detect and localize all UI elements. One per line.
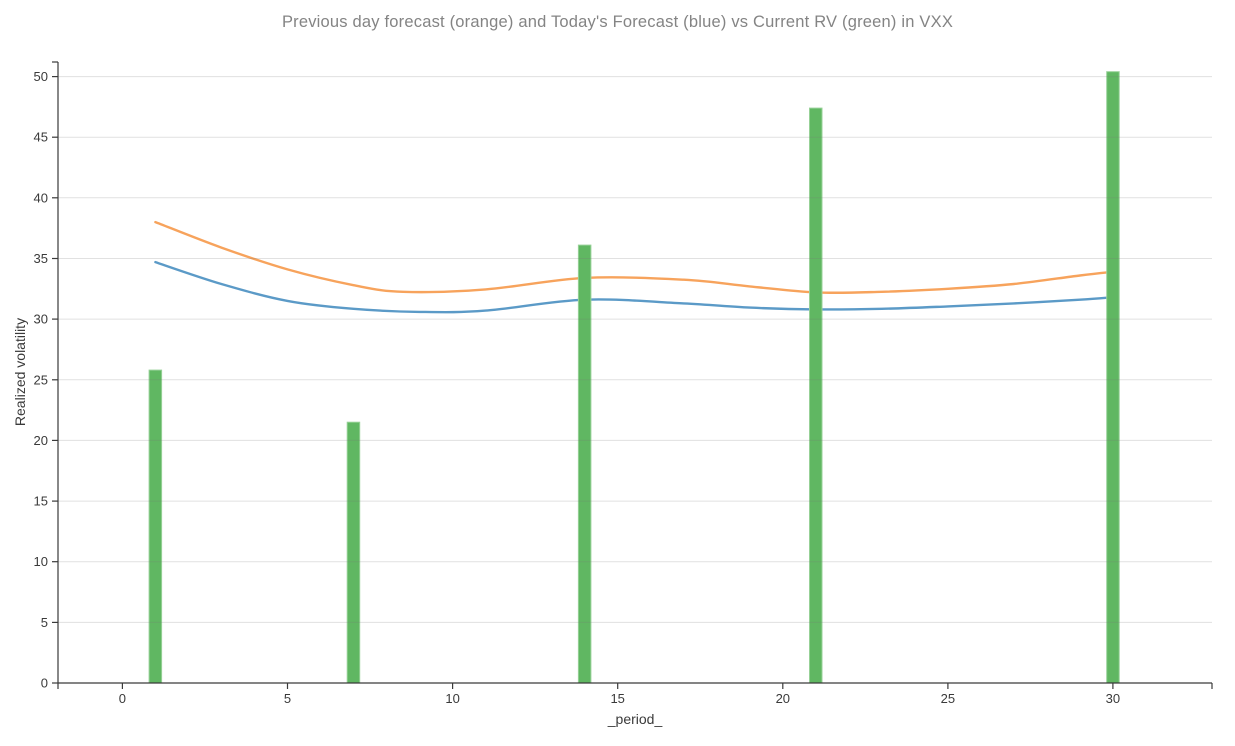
forecast-line-previous-day-forecast <box>154 220 1115 295</box>
y-tick-label: 30 <box>34 312 48 327</box>
y-tick-label: 10 <box>34 554 48 569</box>
x-axis-label: _period_ <box>607 711 663 727</box>
rv-bars-layer <box>148 71 1120 684</box>
rv-bar <box>809 107 823 684</box>
x-tick-label: 30 <box>1106 691 1120 706</box>
y-tick-label: 0 <box>41 676 48 691</box>
rv-bar <box>1106 71 1120 684</box>
x-tick-label: 0 <box>119 691 126 706</box>
x-tick-label: 20 <box>776 691 790 706</box>
rv-bar <box>346 421 361 684</box>
rv-bar <box>577 244 592 684</box>
x-tick-label: 5 <box>284 691 291 706</box>
y-axis-label: Realized volatility <box>12 317 28 427</box>
axes-layer <box>52 61 1213 689</box>
x-tick-label: 25 <box>941 691 955 706</box>
grid-layer <box>58 76 1212 684</box>
y-tick-label: 25 <box>34 372 48 387</box>
y-tick-label: 50 <box>34 69 48 84</box>
forecast-line-today-s-forecast <box>154 260 1115 314</box>
y-tick-label: 45 <box>34 130 48 145</box>
y-tick-label: 40 <box>34 190 48 205</box>
y-tick-label: 15 <box>34 494 48 509</box>
line-series-layer <box>154 220 1115 314</box>
y-tick-label: 5 <box>41 615 48 630</box>
y-tick-label: 35 <box>34 251 48 266</box>
tick-labels-layer: 0 5 10 15 20 25 30 35 40 45 50 0 5 10 15 20 25 30 <box>34 69 1121 706</box>
x-tick-label: 15 <box>610 691 624 706</box>
y-tick-label: 20 <box>34 433 48 448</box>
chart-title: Previous day forecast (orange) and Today… <box>281 13 954 31</box>
rv-bar <box>148 369 163 684</box>
x-tick-label: 10 <box>445 691 459 706</box>
